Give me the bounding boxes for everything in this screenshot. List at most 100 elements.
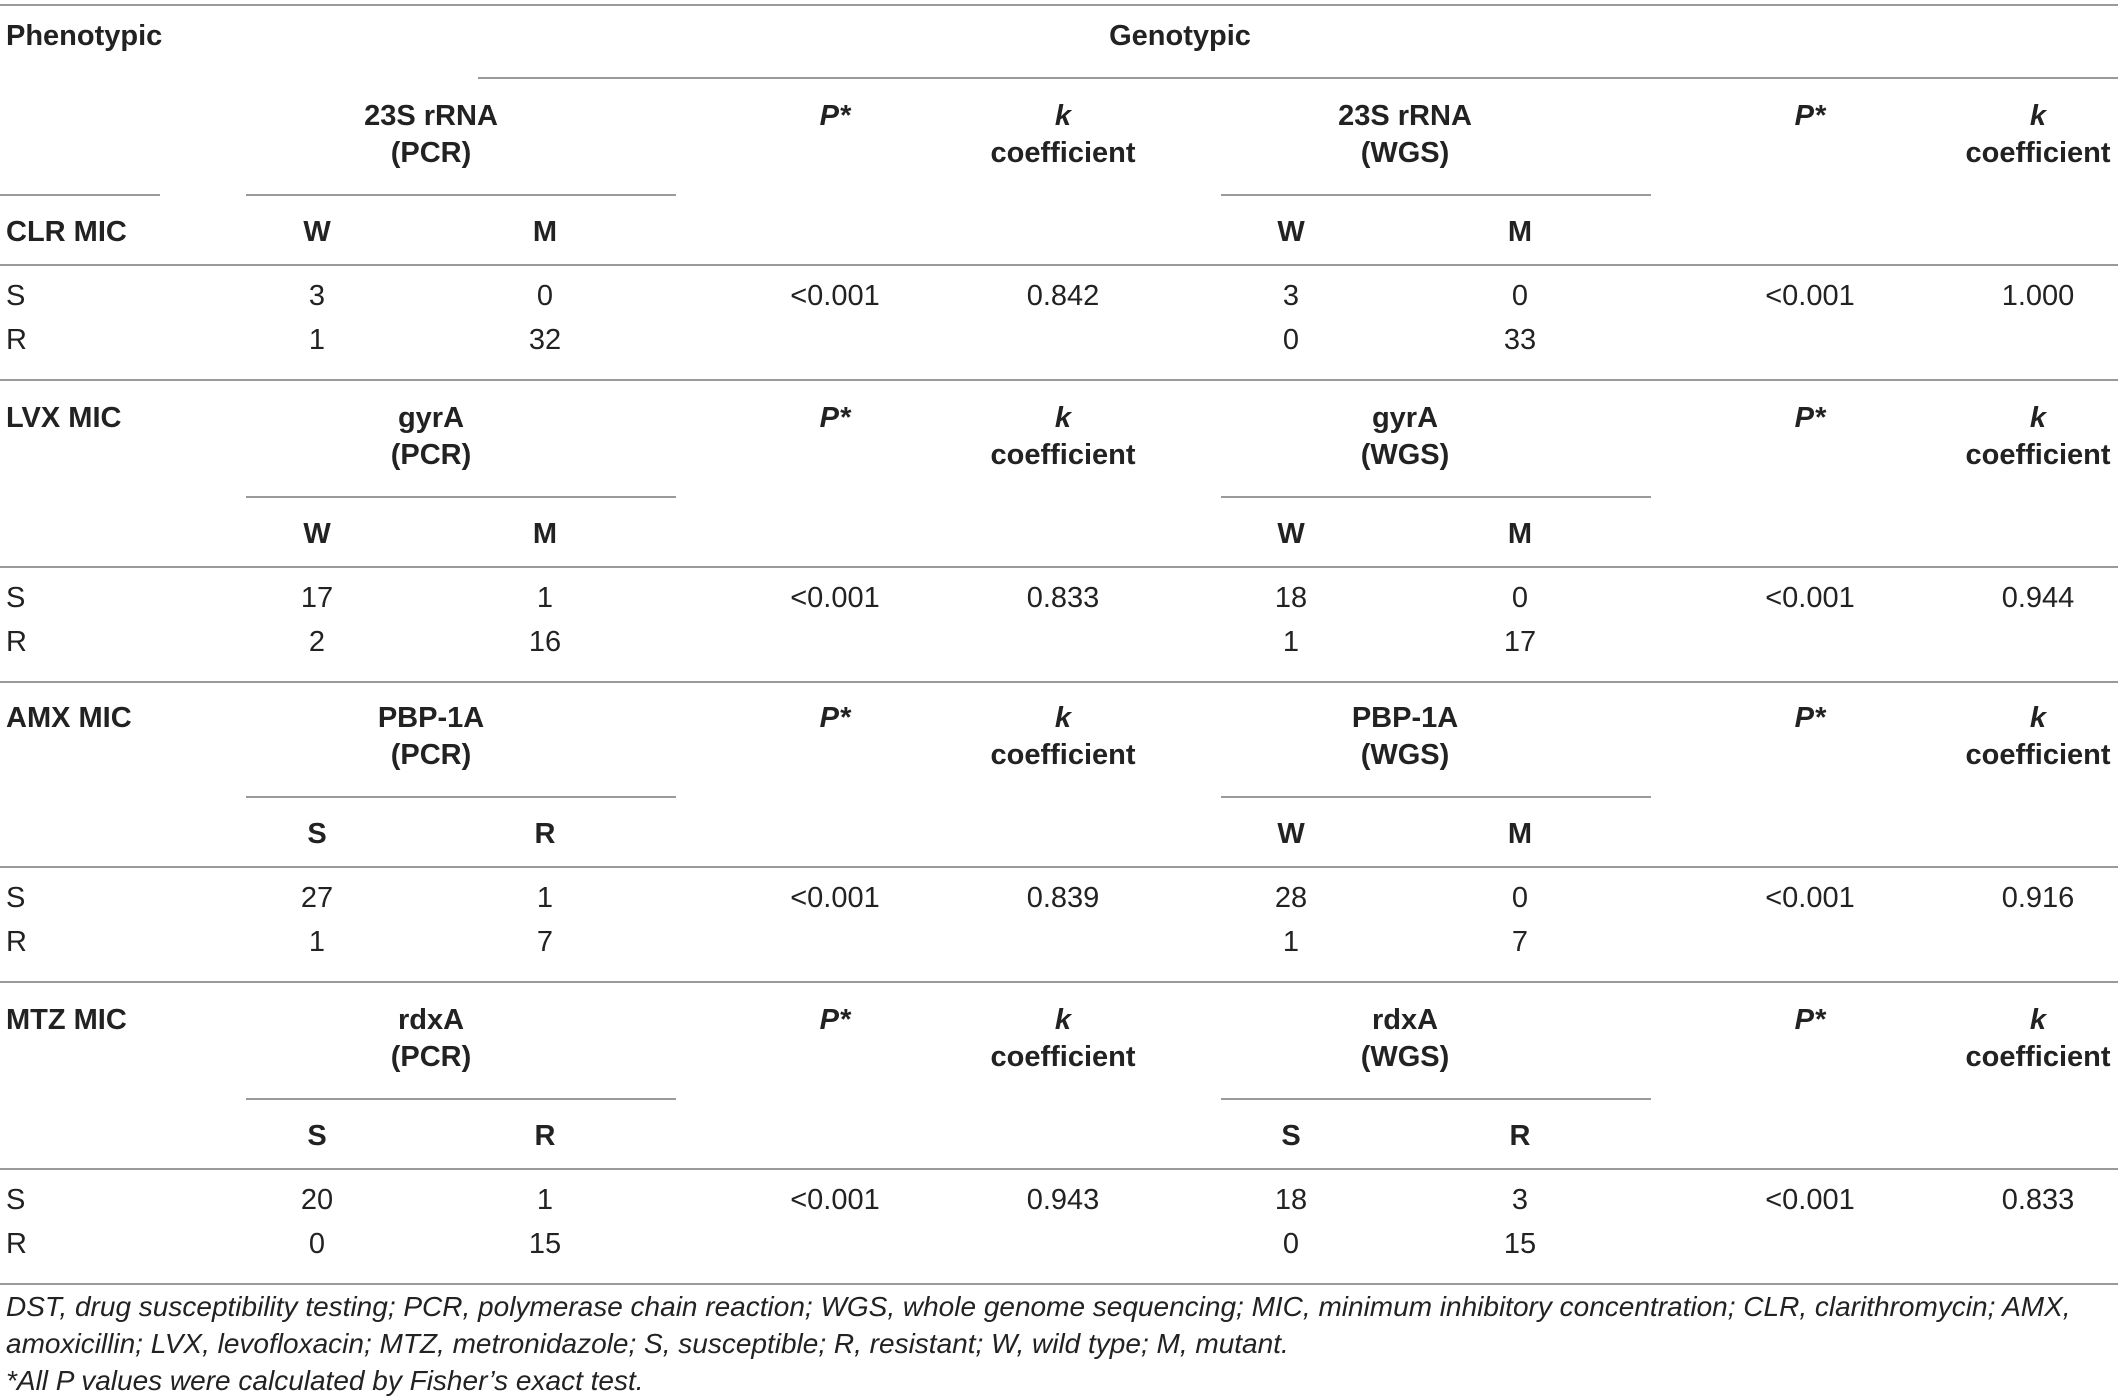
p-value-header: P*	[819, 100, 851, 132]
row-label: S	[6, 582, 26, 614]
wgs-subcol-header: M	[1507, 818, 1533, 850]
pcr-gene-header: 23S rRNA	[364, 100, 498, 132]
k-value-cell: 0.839	[1026, 882, 1100, 914]
row-label: R	[6, 324, 27, 356]
wgs-subcol-header: W	[1277, 518, 1305, 550]
p-value-cell: <0.001	[790, 1184, 880, 1216]
table-cell: 1	[1282, 926, 1300, 958]
table-cell: 17	[1503, 626, 1537, 658]
pcr-gene-rule	[246, 496, 676, 498]
pcr-subcol-header: W	[303, 518, 331, 550]
p-value-header: P*	[1794, 1004, 1826, 1036]
p-value-header: P*	[1794, 402, 1826, 434]
table-top-rule	[0, 4, 2118, 6]
table-cell: 20	[300, 1184, 334, 1216]
table-cell: 3	[1511, 1184, 1529, 1216]
wgs-gene-rule	[1221, 796, 1651, 798]
table-cell: 1	[1282, 626, 1300, 658]
table-cell: 27	[300, 882, 334, 914]
p-value-cell: <0.001	[790, 280, 880, 312]
p-value-cell: <0.001	[790, 582, 880, 614]
row-label: S	[6, 882, 26, 914]
section-rule	[0, 981, 2118, 983]
p-value-header: P*	[1794, 100, 1826, 132]
pcr-subcol-header: M	[532, 518, 558, 550]
k-header: k	[2029, 702, 2047, 734]
p-value-cell: <0.001	[1765, 1184, 1855, 1216]
subheader-rule	[0, 264, 2118, 266]
pcr-subcol-header: M	[532, 216, 558, 248]
wgs-method-header: (WGS)	[1360, 739, 1450, 771]
table-cell: 32	[528, 324, 562, 356]
wgs-gene-header: 23S rRNA	[1338, 100, 1472, 132]
table-cell: 0	[1511, 582, 1529, 614]
p-value-header: P*	[819, 702, 851, 734]
table-cell: 0	[1511, 280, 1529, 312]
pcr-gene-rule	[246, 796, 676, 798]
k-coefficient-header: coefficient	[990, 137, 1136, 169]
k-header: k	[1054, 100, 1072, 132]
table-cell: 18	[1274, 582, 1308, 614]
table-cell: 1	[536, 1184, 554, 1216]
p-value-header: P*	[819, 402, 851, 434]
k-value-cell: 0.833	[2001, 1184, 2075, 1216]
table-cell: 16	[528, 626, 562, 658]
k-header: k	[1054, 702, 1072, 734]
k-coefficient-header: coefficient	[990, 439, 1136, 471]
wgs-subcol-header: S	[1281, 1120, 1301, 1152]
k-header: k	[1054, 402, 1072, 434]
table-cell: 1	[308, 926, 326, 958]
k-coefficient-header: coefficient	[1965, 439, 2111, 471]
pcr-gene-rule	[246, 1098, 676, 1100]
pcr-method-header: (PCR)	[390, 1041, 472, 1073]
wgs-subcol-header: M	[1507, 518, 1533, 550]
phenotypic-header: Phenotypic	[6, 20, 163, 52]
pcr-method-header: (PCR)	[390, 137, 472, 169]
table-cell: 3	[308, 280, 326, 312]
table-cell: 15	[528, 1228, 562, 1260]
table-cell: 18	[1274, 1184, 1308, 1216]
table-cell: 33	[1503, 324, 1537, 356]
p-value-header: P*	[1794, 702, 1826, 734]
wgs-method-header: (WGS)	[1360, 137, 1450, 169]
p-value-cell: <0.001	[1765, 582, 1855, 614]
table-cell: 1	[536, 582, 554, 614]
pcr-subcol-header: R	[534, 818, 556, 850]
table-cell: 0	[1282, 324, 1300, 356]
drug-label: LVX MIC	[6, 402, 122, 434]
table-cell: 15	[1503, 1228, 1537, 1260]
pcr-subcol-header: S	[307, 818, 327, 850]
wgs-method-header: (WGS)	[1360, 1041, 1450, 1073]
k-header: k	[2029, 1004, 2047, 1036]
table-cell: 3	[1282, 280, 1300, 312]
wgs-gene-header: rdxA	[1371, 1004, 1439, 1036]
wgs-gene-rule	[1221, 1098, 1651, 1100]
table-cell: 7	[1511, 926, 1529, 958]
k-coefficient-header: coefficient	[990, 739, 1136, 771]
pcr-subcol-header: R	[534, 1120, 556, 1152]
p-value-cell: <0.001	[790, 882, 880, 914]
footnote-fisher-test: *All P values were calculated by Fisher’…	[6, 1365, 644, 1396]
drug-label: MTZ MIC	[6, 1004, 127, 1036]
k-header: k	[1054, 1004, 1072, 1036]
pcr-gene-rule	[246, 194, 676, 196]
k-coefficient-header: coefficient	[990, 1041, 1136, 1073]
table-cell: 17	[300, 582, 334, 614]
wgs-subcol-header: R	[1509, 1120, 1531, 1152]
p-value-header: P*	[819, 1004, 851, 1036]
k-coefficient-header: coefficient	[1965, 137, 2111, 169]
pcr-method-header: (PCR)	[390, 739, 472, 771]
footnote-abbreviations-2: amoxicillin; LVX, levofloxacin; MTZ, met…	[6, 1328, 1289, 1359]
table-cell: 1	[308, 324, 326, 356]
subheader-rule	[0, 866, 2118, 868]
subheader-rule	[0, 566, 2118, 568]
pcr-gene-header: PBP-1A	[377, 702, 485, 734]
row-label: R	[6, 1228, 27, 1260]
k-header: k	[2029, 100, 2047, 132]
section-rule	[0, 681, 2118, 683]
drug-label: AMX MIC	[6, 702, 132, 734]
pcr-subcol-header: W	[303, 216, 331, 248]
table-cell: 1	[536, 882, 554, 914]
row-label: R	[6, 626, 27, 658]
